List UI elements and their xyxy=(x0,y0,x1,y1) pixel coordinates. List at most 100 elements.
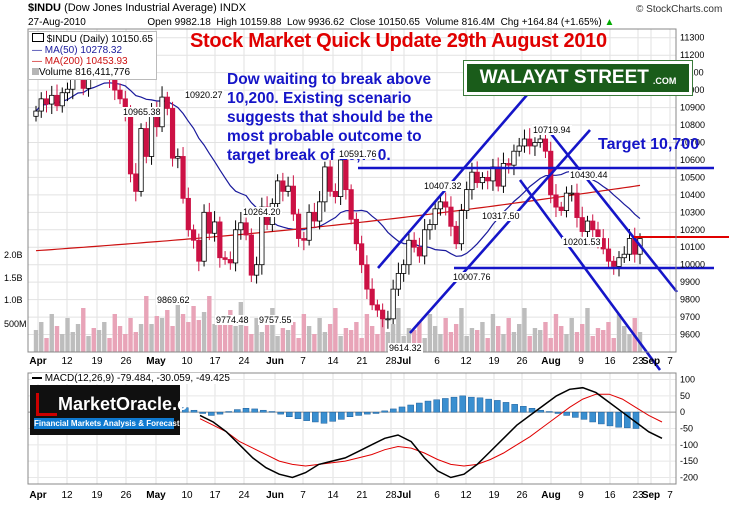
candle-body xyxy=(584,220,591,232)
candle-body xyxy=(127,114,134,175)
volume-bar xyxy=(33,330,39,352)
volume-bar xyxy=(301,314,307,352)
symbol-name: (Dow Jones Industrial Average) xyxy=(64,2,217,14)
macd-histogram-bar xyxy=(216,411,224,415)
macd-histogram-bar xyxy=(364,411,371,415)
volume-bar xyxy=(548,338,553,352)
macd-histogram-bar xyxy=(563,411,570,416)
candle-body xyxy=(232,229,239,264)
x-tick-label: 7 xyxy=(667,356,673,367)
candle-body xyxy=(395,273,402,290)
y-tick-label: 10300 xyxy=(680,207,705,217)
macd-x-tick-label: Jul xyxy=(397,490,412,501)
candle-body xyxy=(117,89,123,100)
macd-histogram-bar xyxy=(485,398,492,413)
y-tick-label: 10700 xyxy=(680,137,705,147)
candle-body xyxy=(196,239,202,262)
macd-x-tick-label: 17 xyxy=(209,490,221,501)
macd-histogram-bar xyxy=(390,408,397,413)
price-annotation: 10317.50 xyxy=(481,211,521,221)
macd-histogram-bar xyxy=(476,397,484,413)
x-tick-label: 19 xyxy=(91,356,103,367)
candle-body xyxy=(605,248,612,262)
x-tick-label: 23 xyxy=(632,356,644,367)
volume-bar xyxy=(390,324,396,352)
y-tick-label: 9800 xyxy=(680,295,700,305)
volume-bar xyxy=(485,338,490,352)
macd-histogram-bar xyxy=(424,400,432,413)
volume-bar xyxy=(138,324,144,352)
volume-bar xyxy=(622,326,627,352)
macd-histogram-bar xyxy=(320,411,328,424)
candle-body xyxy=(558,206,564,211)
candle-body xyxy=(390,288,396,320)
walayat-street-logo[interactable]: WALAYAT STREET .COM xyxy=(463,60,693,96)
macd-histogram-bar xyxy=(268,411,276,413)
macd-x-tick-label: 9 xyxy=(578,490,584,501)
macd-x-tick-label: 23 xyxy=(632,490,644,501)
volume-bar xyxy=(601,330,606,352)
x-tick-label: 26 xyxy=(120,356,132,367)
candle-body xyxy=(611,260,617,267)
volume-bar xyxy=(406,328,412,352)
change-value: +164.84 (+1.65%) xyxy=(521,17,602,28)
candle-body xyxy=(33,110,39,117)
candle-body xyxy=(185,197,191,231)
marketoracle-logo[interactable]: MarketOracle.co.uk Financial Markets Ana… xyxy=(30,385,224,435)
volume-bar xyxy=(506,318,511,352)
macd-x-tick-label: 26 xyxy=(120,490,132,501)
volume-bar xyxy=(543,322,548,352)
macd-histogram-bar xyxy=(199,411,206,414)
y-tick-label: 11300 xyxy=(680,33,704,43)
macd-histogram-bar xyxy=(615,411,622,428)
y-tick-label: 10000 xyxy=(680,260,705,270)
volume-bar xyxy=(128,318,133,352)
volume-bar xyxy=(432,326,438,352)
candle-body xyxy=(422,229,428,257)
candle-body xyxy=(369,288,375,306)
volume-bar xyxy=(469,328,475,352)
candles xyxy=(33,43,643,329)
volume-bar xyxy=(517,324,522,352)
macd-histogram-bar xyxy=(381,410,388,413)
macd-histogram-bar xyxy=(182,407,189,413)
macd-x-tick-label: 12 xyxy=(460,490,472,501)
volume-bar xyxy=(123,334,128,352)
x-tick-label: 16 xyxy=(604,356,616,367)
x-tick-label: 24 xyxy=(238,356,250,367)
candle-body xyxy=(621,253,627,259)
volume-bar xyxy=(453,324,459,352)
volume-bar xyxy=(212,324,217,352)
volume-bar xyxy=(201,312,207,352)
candle-body xyxy=(243,222,249,236)
candle-body xyxy=(616,257,622,267)
quote-date: 27-Aug-2010 xyxy=(28,17,86,28)
macd-x-tick-label: 19 xyxy=(91,490,103,501)
candle-body xyxy=(521,138,528,147)
volume-bar xyxy=(107,338,112,352)
candle-body xyxy=(54,94,60,107)
price-annotation: 10407.32 xyxy=(423,181,463,191)
candle-body xyxy=(343,159,349,191)
volume-bar xyxy=(511,332,517,352)
volume-bar xyxy=(149,324,154,352)
volume-bar xyxy=(480,322,485,352)
macd-histogram-bar xyxy=(459,395,466,413)
macd-histogram-bar xyxy=(260,409,267,413)
macd-y-tick-label: -50 xyxy=(680,424,693,434)
candle-body xyxy=(448,206,454,227)
x-tick-label: 6 xyxy=(434,356,440,367)
x-tick-label: 12 xyxy=(61,356,73,367)
candle-body xyxy=(112,79,118,91)
macd-histogram-bar xyxy=(208,411,215,416)
volume-bar xyxy=(569,318,574,352)
price-annotation: 9774.48 xyxy=(215,315,250,325)
macd-histogram-bar xyxy=(494,400,501,413)
x-tick-label: 26 xyxy=(516,356,528,367)
candle-body xyxy=(453,225,459,245)
candle-body xyxy=(64,88,71,94)
macd-histogram-bar xyxy=(442,398,449,413)
macd-histogram-bar xyxy=(398,406,406,413)
macd-histogram-bar xyxy=(372,411,380,414)
macd-x-tick-label: 24 xyxy=(238,490,250,501)
